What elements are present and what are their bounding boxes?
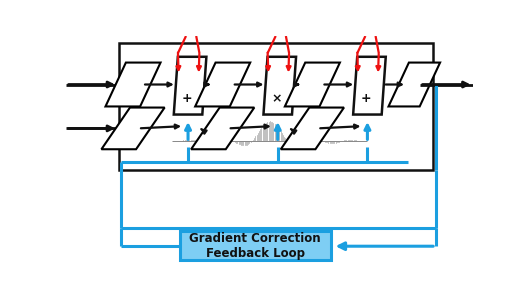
- Polygon shape: [195, 63, 250, 106]
- Polygon shape: [389, 63, 440, 106]
- Bar: [119, 43, 433, 170]
- Bar: [180, 231, 331, 260]
- Text: +: +: [181, 92, 192, 105]
- Polygon shape: [264, 57, 296, 115]
- Text: ×: ×: [271, 92, 282, 105]
- Text: Gradient Correction
Feedback Loop: Gradient Correction Feedback Loop: [189, 232, 321, 260]
- Polygon shape: [285, 63, 340, 106]
- Polygon shape: [191, 108, 254, 149]
- Polygon shape: [281, 108, 344, 149]
- Polygon shape: [353, 57, 386, 115]
- Polygon shape: [106, 63, 160, 106]
- Polygon shape: [102, 108, 165, 149]
- Text: +: +: [361, 92, 371, 105]
- Polygon shape: [174, 57, 206, 115]
